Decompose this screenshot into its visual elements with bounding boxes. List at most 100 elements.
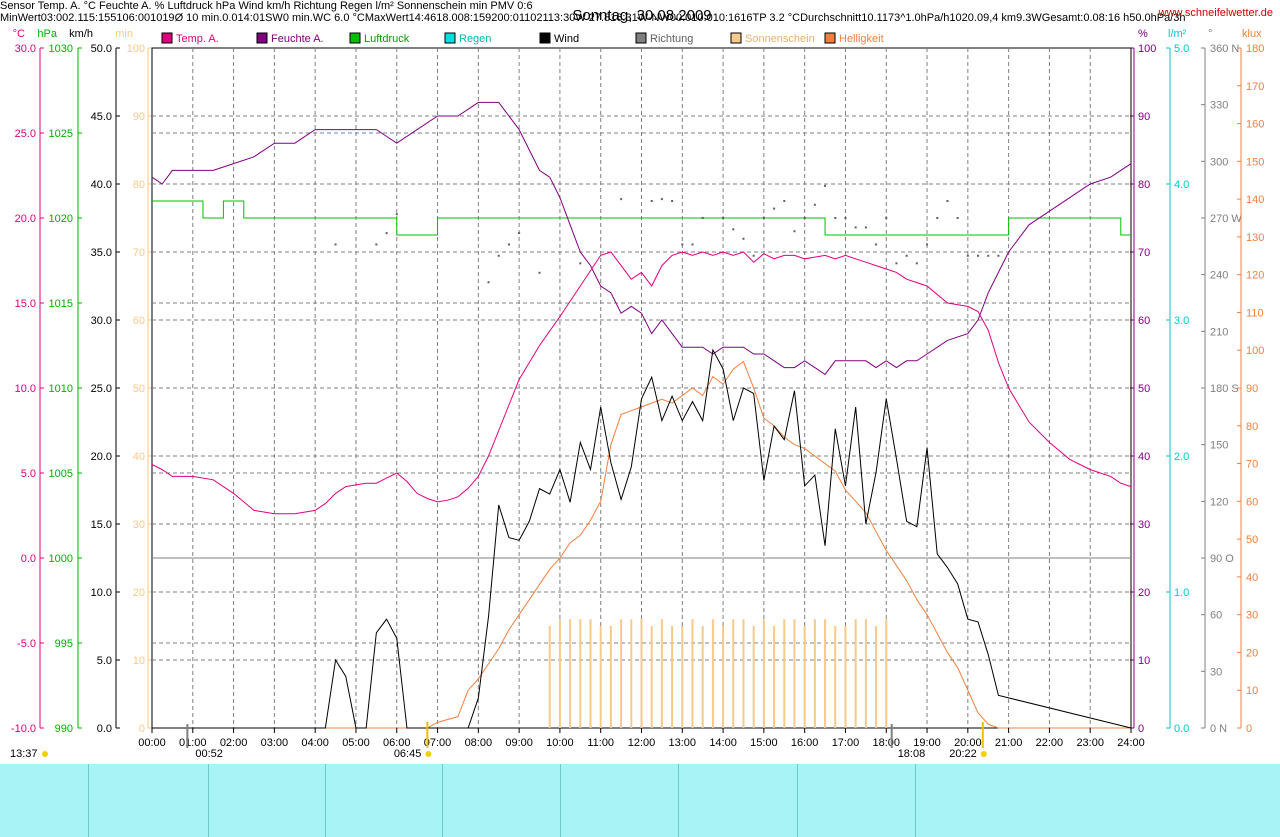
direction-dot [854,226,857,229]
stats-dir_v: W [1031,12,1042,24]
direction-dot [538,271,541,274]
temp-tick-label: 10.0 [15,383,36,395]
direction-tick-label: 120 [1210,496,1228,508]
brightness-tick-label: 140 [1246,194,1264,206]
direction-dot [620,198,623,201]
direction-dot [864,226,867,229]
temp-tick-label: 30.0 [15,43,36,55]
brightness-line [152,360,1131,729]
wind-tick-label: 0.0 [97,723,112,735]
axes: 30.025.020.015.010.05.00.0-5.0-10.0°C103… [11,28,1264,735]
rain-tick-label: 2.0 [1174,451,1189,463]
stats-wind_v: W 27.8 [575,12,611,24]
stats-temp_t: 03:00 [40,12,69,24]
x-tick-label: 15:00 [750,737,778,749]
direction-dot [681,243,684,246]
stats-press_v: 1020.0 [949,12,984,24]
x-tick-label: 16:00 [791,737,819,749]
x-tick-label: 21:00 [995,737,1023,749]
legend-swatch-0 [161,32,173,44]
direction-dot [956,217,959,219]
x-tick-label: 11:00 [587,737,614,749]
wind-tick-label: 25.0 [91,383,112,395]
brightness-tick-label: 50 [1246,534,1258,546]
legend-swatch-1 [256,32,268,44]
direction-dot [660,198,663,201]
direction-dot [783,200,786,202]
direction-dot [650,200,653,202]
direction-dot [507,243,510,246]
sunset-icon [980,751,987,757]
rain-unit: l/m² [1168,28,1187,40]
pressure-tick-label: 1020 [49,213,73,225]
stats-dir_t: 14:01 [237,12,266,24]
stats-label: MinWert [0,12,41,24]
legend-label-6: Sonnenschein [745,33,815,45]
sunshine-tick-label: 50 [133,383,145,395]
x-tick-label: 20:00 [954,737,982,749]
brightness-tick-label: 150 [1246,156,1264,168]
x-tick-label: 10:00 [546,737,574,749]
humidity-tick-label: 60 [1138,315,1150,327]
legend-label-7: Helligkeit [839,33,884,45]
stats-hum_v: 92 [485,12,498,24]
stats-rain_t: 0 min. [282,12,313,24]
sunshine-tick-label: 20 [133,587,145,599]
stats-temp_v: 10.11 [861,12,888,24]
pressure-tick-label: 1030 [49,43,73,55]
sunshine-tick-label: 90 [133,111,145,123]
stats-press_t: 06:00 [122,12,151,24]
legend-label-5: Richtung [650,33,693,45]
stats-label: MaxWert [364,12,409,24]
direction-dot [844,217,847,219]
stats-label: Durchschnitt [800,12,862,24]
direction-tick-label: 60 [1210,610,1222,622]
x-tick-label: 19:00 [913,737,941,749]
brightness-tick-label: 90 [1246,383,1258,395]
direction-tick-label: 180 S [1210,383,1239,395]
x-tick-label: 03:00 [261,737,289,749]
direction-dot [885,217,888,219]
direction-dot [793,230,796,233]
stats-press_v: 1019 [150,12,175,24]
site-url[interactable]: www.schneifelwetter.de [1158,7,1273,19]
pressure-unit: hPa [37,28,57,40]
stats-header-press-unit: hPa [215,0,236,12]
humidity-line [151,101,1132,376]
x-tick-label: 07:00 [424,737,452,749]
pressure-tick-label: 990 [55,723,73,735]
stats-wind_t: Ø 10 min. [174,12,223,24]
stats-rain_t: 00:01 [669,12,698,24]
stats-wind_t: 9,4 km [983,12,1017,24]
direction-dot [671,200,674,202]
x-tick-label: 12:00 [628,737,656,749]
direction-dot [966,254,969,257]
stats-header-dir: Richtung [293,0,337,12]
x-tick-label: 14:00 [709,737,737,749]
humidity-tick-label: 50 [1138,383,1150,395]
humidity-tick-label: 100 [1138,43,1156,55]
stats-header-temp-unit: °C [83,0,96,12]
legend-label-1: Feuchte A. [271,33,324,45]
stats-header-rain: Regen [339,0,373,12]
direction-tick-label: 240 [1210,270,1228,282]
x-tick-label: 13:00 [669,737,697,749]
stats-header-press: Luftdruck [167,0,213,12]
stats-temp_t: 14:46 [408,12,437,24]
x-tick-label: 00:00 [138,737,166,749]
rain-tick-label: 5.0 [1174,43,1189,55]
stats-pmv: WC 6.0 °C [312,12,365,24]
legend-label-3: Regen [459,33,491,45]
brightness-tick-label: 170 [1246,81,1264,93]
pressure-tick-label: 1005 [49,468,73,480]
direction-tick-label: 90 O [1210,553,1234,565]
sunset-label: 20:22 [949,748,977,760]
wind-tick-label: 10.0 [91,587,112,599]
brightness-tick-label: 80 [1246,421,1258,433]
direction-dot [813,203,816,206]
brightness-tick-label: 30 [1246,610,1258,622]
direction-dot [905,254,908,257]
brightness-tick-label: 120 [1246,270,1264,282]
direction-unit: ° [1208,28,1212,40]
stats-header-hum-unit: % [154,0,165,12]
